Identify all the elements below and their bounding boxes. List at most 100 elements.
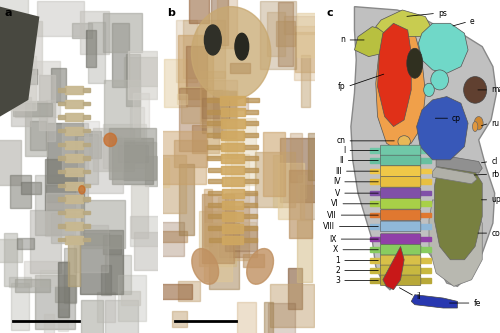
Bar	[208, 168, 222, 172]
Text: VIII: VIII	[323, 222, 335, 231]
Ellipse shape	[235, 33, 248, 60]
FancyBboxPatch shape	[380, 176, 421, 187]
Bar	[420, 169, 431, 173]
Bar	[58, 224, 66, 228]
Bar	[370, 278, 381, 283]
Bar	[124, 57, 159, 86]
Ellipse shape	[104, 133, 117, 147]
Bar	[160, 158, 170, 187]
Bar	[220, 96, 245, 105]
Bar	[39, 75, 54, 130]
Bar	[133, 93, 150, 128]
Bar	[289, 170, 312, 238]
Bar	[220, 108, 244, 116]
Bar	[370, 213, 381, 217]
Bar	[226, 193, 256, 251]
Bar	[231, 154, 248, 202]
Bar	[202, 194, 234, 263]
Bar	[370, 224, 381, 229]
Bar	[10, 175, 31, 208]
Bar	[66, 222, 82, 230]
Bar	[46, 185, 88, 201]
Text: 1: 1	[336, 256, 340, 265]
Bar	[208, 203, 222, 207]
Bar	[17, 238, 34, 249]
Bar	[267, 12, 285, 56]
Bar	[105, 255, 131, 294]
Bar	[300, 185, 320, 219]
Text: rb: rb	[491, 169, 499, 179]
Bar	[370, 268, 381, 273]
Bar	[200, 71, 225, 127]
Bar	[297, 220, 312, 282]
Bar	[178, 35, 214, 99]
Bar	[370, 191, 381, 195]
Bar	[55, 286, 76, 302]
Bar	[82, 300, 103, 333]
Bar	[222, 189, 244, 198]
Bar	[78, 138, 124, 193]
FancyBboxPatch shape	[380, 221, 421, 232]
Bar	[237, 302, 256, 333]
FancyBboxPatch shape	[380, 275, 421, 286]
Bar	[46, 193, 82, 235]
Bar	[208, 179, 222, 183]
Polygon shape	[418, 23, 468, 73]
Bar	[118, 275, 146, 321]
Bar	[202, 90, 222, 133]
Bar	[245, 98, 258, 102]
Text: ma: ma	[491, 85, 500, 95]
Bar	[66, 209, 82, 217]
Bar	[207, 121, 221, 125]
Bar	[205, 206, 248, 260]
Ellipse shape	[474, 117, 483, 130]
FancyBboxPatch shape	[380, 244, 421, 255]
Bar	[278, 163, 304, 219]
Bar	[230, 63, 250, 73]
Bar	[58, 143, 66, 146]
Bar	[80, 230, 123, 294]
Bar	[182, 87, 210, 123]
Bar	[420, 201, 431, 206]
Bar	[294, 26, 320, 80]
Bar	[104, 80, 140, 139]
Bar	[208, 191, 222, 195]
Bar	[420, 268, 431, 273]
Bar	[208, 92, 237, 158]
Bar	[244, 191, 258, 195]
Bar	[82, 102, 90, 105]
Bar	[208, 214, 222, 218]
Bar	[370, 247, 381, 252]
Bar	[220, 90, 228, 122]
FancyBboxPatch shape	[380, 210, 421, 220]
Bar	[255, 153, 296, 207]
Bar	[161, 131, 206, 184]
Text: 3: 3	[336, 276, 340, 285]
Bar	[128, 51, 156, 99]
Text: III: III	[336, 166, 342, 176]
Text: V: V	[335, 188, 340, 198]
Polygon shape	[0, 7, 40, 117]
FancyBboxPatch shape	[380, 166, 421, 176]
Bar	[308, 133, 322, 179]
Bar	[97, 292, 115, 322]
Bar	[77, 134, 98, 183]
FancyBboxPatch shape	[380, 234, 421, 244]
Text: b: b	[167, 8, 175, 18]
Bar	[370, 169, 381, 173]
Bar	[4, 233, 17, 286]
Polygon shape	[376, 23, 426, 150]
Bar	[11, 97, 32, 126]
Bar	[109, 128, 156, 179]
Text: 2: 2	[336, 266, 340, 275]
Bar	[370, 237, 381, 241]
Bar	[82, 233, 109, 245]
Bar	[66, 168, 82, 176]
FancyBboxPatch shape	[380, 198, 421, 209]
Bar	[0, 140, 20, 185]
Bar	[46, 195, 64, 235]
Bar	[208, 226, 222, 230]
Bar	[218, 197, 228, 264]
Bar	[202, 98, 229, 118]
Bar	[222, 166, 244, 174]
